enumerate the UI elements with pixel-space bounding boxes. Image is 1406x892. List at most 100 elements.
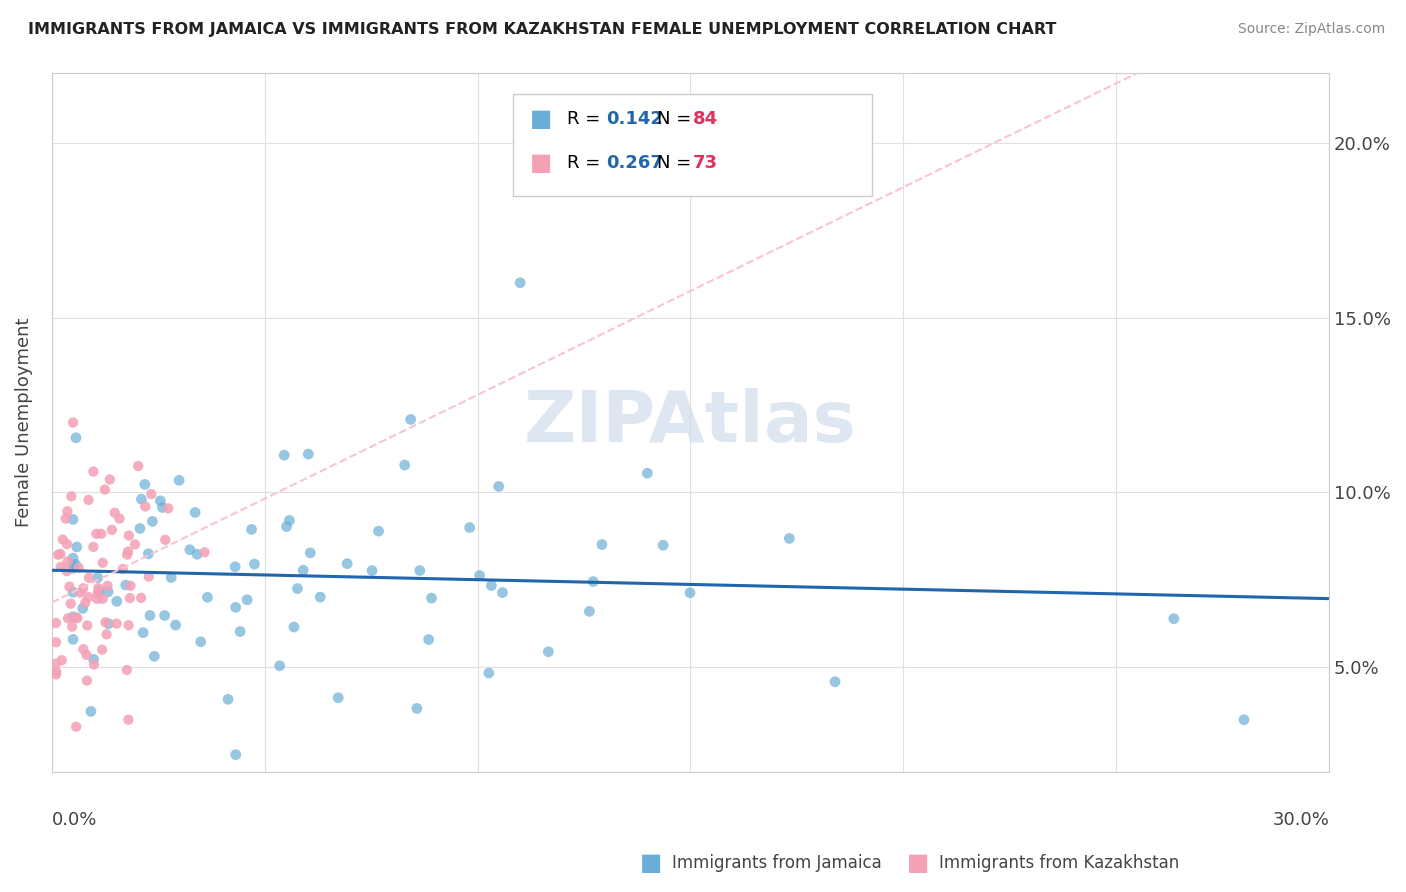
Point (66, 611, 89, 625)
Point (67, 560, 90, 574)
Point (45, 667, 67, 681)
Text: R =: R = (567, 154, 606, 172)
Point (82, 465, 104, 479)
Point (224, 559, 246, 574)
Point (94, 483, 117, 497)
Point (481, 578, 503, 592)
Point (65, 558, 87, 572)
Point (87, 581, 110, 595)
Point (56, 504, 79, 518)
Point (1163, 612, 1185, 626)
Point (292, 563, 315, 577)
Point (76, 618, 98, 632)
Point (45, 615, 67, 630)
Point (72, 642, 94, 657)
Point (1233, 713, 1256, 727)
Point (105, 594, 128, 608)
Point (184, 506, 207, 520)
Point (225, 600, 247, 615)
Point (114, 578, 136, 592)
Point (104, 506, 127, 520)
Point (488, 479, 510, 493)
Point (62, 585, 84, 599)
Point (509, 276, 531, 290)
Point (77, 571, 100, 585)
Point (45, 657, 67, 671)
Point (152, 500, 174, 515)
Point (45, 665, 67, 679)
Text: ZIPAtlas: ZIPAtlas (524, 388, 856, 457)
Point (229, 624, 252, 639)
Point (56, 554, 79, 568)
Point (160, 570, 183, 584)
Point (117, 713, 139, 727)
Point (65, 610, 87, 624)
Point (409, 564, 432, 578)
Point (273, 448, 295, 462)
Point (111, 562, 134, 576)
Point (77, 492, 100, 507)
Point (105, 616, 128, 631)
Text: R =: R = (567, 110, 606, 128)
Point (62, 551, 84, 566)
Point (62, 416, 84, 430)
Point (83, 657, 105, 672)
Point (65, 431, 87, 445)
Point (269, 658, 291, 673)
Point (82, 540, 104, 554)
Point (468, 568, 491, 582)
Point (118, 591, 141, 606)
Point (69, 585, 91, 599)
Point (62, 558, 84, 573)
Point (367, 524, 389, 538)
Point (652, 538, 675, 552)
Point (197, 591, 219, 605)
Point (134, 477, 156, 491)
Point (124, 537, 146, 551)
Point (582, 574, 605, 589)
Text: 84: 84 (693, 110, 718, 128)
Point (56, 537, 79, 551)
Point (420, 591, 443, 606)
Point (96, 627, 118, 641)
Point (91, 591, 114, 606)
Text: 0.0%: 0.0% (52, 811, 97, 829)
Text: IMMIGRANTS FROM JAMAICA VS IMMIGRANTS FROM KAZAKHSTAN FEMALE UNEMPLOYMENT CORREL: IMMIGRANTS FROM JAMAICA VS IMMIGRANTS FR… (28, 22, 1056, 37)
Point (217, 692, 239, 706)
Point (52, 533, 75, 547)
Point (138, 569, 160, 583)
Point (91, 642, 114, 657)
Point (132, 625, 155, 640)
Point (167, 473, 190, 487)
Point (49, 547, 72, 561)
Point (72, 581, 94, 595)
Point (418, 632, 440, 647)
Text: ■: ■ (530, 152, 553, 175)
Point (406, 701, 429, 715)
Point (97, 616, 120, 631)
Point (328, 690, 350, 705)
Point (75, 596, 97, 610)
Point (243, 557, 266, 571)
Point (141, 487, 163, 501)
Point (591, 537, 613, 551)
Point (45, 635, 67, 649)
Point (134, 500, 156, 514)
Point (276, 519, 298, 533)
Point (179, 542, 201, 557)
Point (155, 533, 177, 547)
Text: ■: ■ (530, 107, 553, 130)
Point (236, 592, 259, 607)
Point (76, 673, 98, 688)
Text: N =: N = (657, 110, 696, 128)
Point (60, 489, 83, 503)
Point (86, 526, 108, 541)
Point (96, 579, 118, 593)
Point (115, 663, 138, 677)
Point (157, 501, 180, 516)
Point (778, 532, 800, 546)
Text: 0.142: 0.142 (606, 110, 662, 128)
Point (139, 608, 162, 623)
Text: Source: ZipAtlas.com: Source: ZipAtlas.com (1237, 22, 1385, 37)
Point (194, 545, 217, 559)
